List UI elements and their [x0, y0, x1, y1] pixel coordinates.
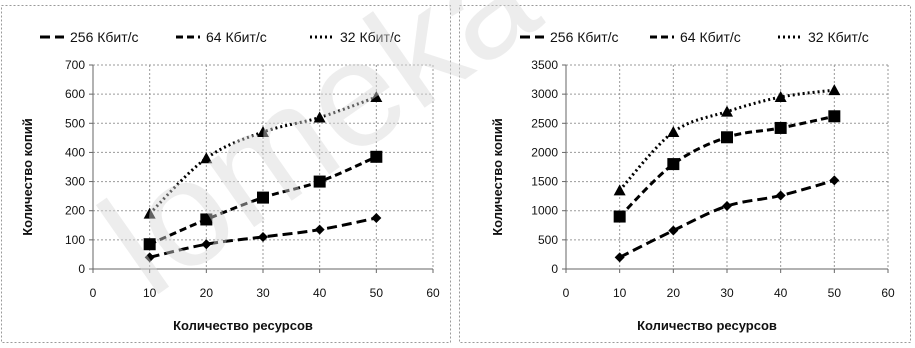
y-tick-label: 100 [65, 233, 85, 247]
chart-right: 0 500 1000 1500 2000 2500 3000 3500 0 10 20 30 40 50 6… [490, 29, 895, 333]
x-tick-label: 30 [256, 286, 270, 300]
data-point-0 [614, 252, 625, 263]
chart-left: 0 100 200 300 400 500 600 700 0 10 20 30 40 50 60 Колич… [20, 29, 440, 333]
series-line-2 [618, 88, 835, 192]
data-point-0 [668, 225, 679, 236]
data-point-2 [667, 126, 680, 138]
y-tick-label: 1000 [531, 204, 558, 218]
y-tick-label: 3500 [531, 58, 558, 72]
data-point-2 [313, 111, 326, 123]
x-tick-label: 40 [313, 286, 327, 300]
series-line-0 [149, 216, 377, 259]
chart-panel-left [1, 5, 451, 343]
data-point-0 [201, 239, 212, 250]
x-tick-label: 10 [613, 286, 627, 300]
data-point-2 [613, 184, 626, 196]
chart-panel-right [459, 5, 911, 343]
data-point-2 [828, 84, 841, 96]
x-axis-title: Количество ресурсов [173, 318, 313, 333]
x-tick-label: 50 [370, 286, 384, 300]
data-point-2 [143, 207, 156, 219]
legend-label-1: 64 Кбит/с [680, 29, 741, 45]
y-axis-title: Количество копий [20, 118, 35, 236]
x-tick-label: 10 [143, 286, 157, 300]
legend-label-0: 256 Кбит/с [550, 29, 619, 45]
data-point-1 [370, 150, 383, 163]
y-tick-label: 500 [65, 116, 85, 130]
y-tick-label: 400 [65, 145, 85, 159]
data-point-0 [775, 190, 786, 201]
data-point-0 [371, 213, 382, 223]
y-tick-label: 600 [65, 87, 85, 101]
x-tick-label: 60 [881, 286, 895, 300]
data-point-1 [613, 210, 626, 223]
data-point-0 [144, 252, 155, 263]
y-tick-label: 3000 [531, 87, 558, 101]
y-tick-label: 2000 [531, 145, 558, 159]
data-point-2 [200, 152, 213, 164]
y-tick-label: 500 [538, 233, 558, 247]
data-point-2 [370, 91, 383, 103]
data-point-1 [143, 238, 156, 251]
x-axis-title: Количество ресурсов [637, 318, 777, 333]
data-point-1 [200, 213, 213, 226]
y-tick-label: 2500 [531, 116, 558, 130]
data-point-1 [257, 191, 269, 204]
y-axis-title: Количество копий [490, 118, 505, 236]
data-point-1 [721, 131, 733, 144]
data-point-2 [774, 91, 787, 103]
y-tick-label: 0 [551, 262, 558, 276]
x-tick-label: 20 [667, 286, 681, 300]
x-tick-label: 0 [563, 286, 570, 300]
x-tick-label: 50 [828, 286, 842, 300]
x-tick-label: 40 [774, 286, 788, 300]
data-point-2 [721, 105, 733, 117]
data-point-2 [257, 126, 269, 138]
legend-label-2: 32 Кбит/с [808, 29, 869, 45]
data-point-0 [722, 201, 732, 212]
y-tick-label: 700 [65, 58, 85, 72]
data-point-1 [828, 110, 841, 123]
data-point-0 [829, 175, 840, 186]
legend-label-0: 256 Кбит/с [70, 29, 139, 45]
data-point-0 [258, 231, 268, 242]
data-point-1 [667, 158, 680, 171]
x-tick-label: 60 [426, 286, 440, 300]
x-tick-label: 0 [90, 286, 97, 300]
y-tick-label: 200 [65, 204, 85, 218]
legend-label-2: 32 Кбит/с [340, 29, 401, 45]
data-point-1 [313, 175, 326, 188]
y-tick-label: 1500 [531, 175, 558, 189]
data-point-1 [774, 121, 787, 134]
y-tick-label: 0 [78, 262, 85, 276]
x-tick-label: 30 [720, 286, 734, 300]
legend-label-1: 64 Кбит/с [206, 29, 267, 45]
x-tick-label: 20 [200, 286, 214, 300]
y-tick-label: 300 [65, 175, 85, 189]
data-point-0 [314, 224, 325, 235]
